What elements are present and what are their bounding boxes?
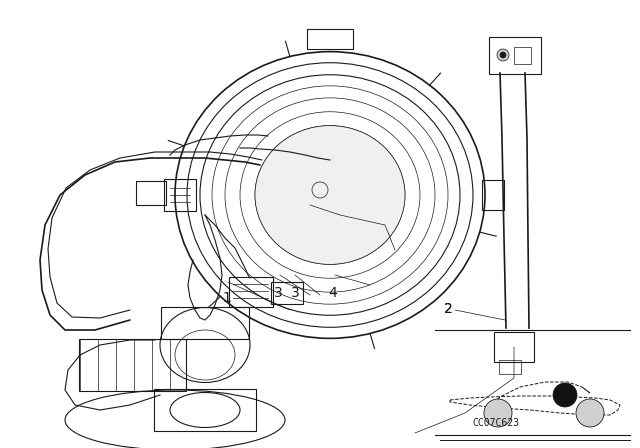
Text: 3: 3	[274, 286, 283, 301]
Circle shape	[576, 399, 604, 427]
Ellipse shape	[255, 125, 405, 264]
Text: 4: 4	[328, 286, 337, 301]
Circle shape	[500, 52, 506, 58]
Text: 2: 2	[444, 302, 452, 316]
Circle shape	[484, 399, 512, 427]
Text: CC07C623: CC07C623	[472, 418, 520, 428]
Circle shape	[553, 383, 577, 407]
Text: 2: 2	[444, 302, 452, 316]
Circle shape	[497, 49, 509, 61]
Text: 3: 3	[291, 286, 300, 301]
Text: 1: 1	[223, 291, 232, 305]
